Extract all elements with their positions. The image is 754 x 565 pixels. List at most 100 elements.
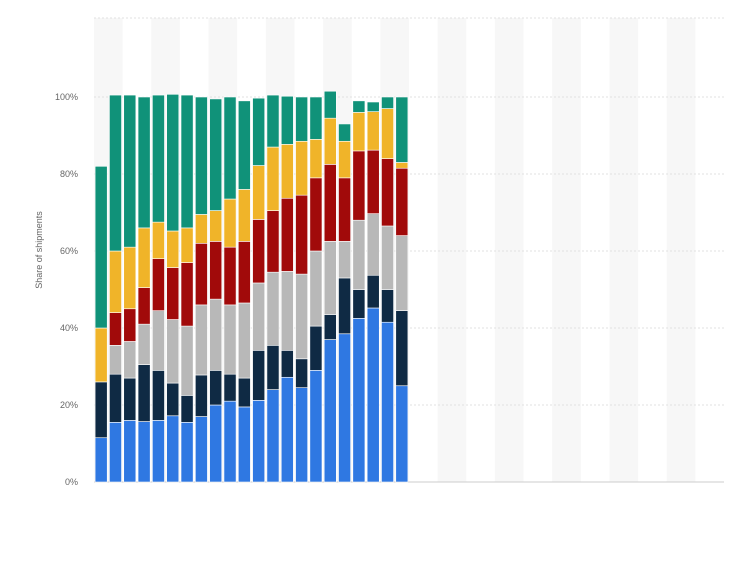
bar-segment xyxy=(395,162,409,169)
bar-segment xyxy=(180,395,194,423)
bar-segment xyxy=(223,198,237,248)
bar-segment xyxy=(195,304,208,376)
y-tick-label: 100% xyxy=(55,92,78,102)
bar-segment xyxy=(266,389,280,483)
y-axis-title: Share of shipments xyxy=(34,211,44,289)
bar-segment xyxy=(123,377,137,421)
bar-segment xyxy=(237,189,251,242)
bar-segment xyxy=(237,241,251,304)
bar-segment xyxy=(395,385,409,483)
bar-segment xyxy=(252,350,266,401)
bar-segment xyxy=(338,333,351,483)
bar-segment xyxy=(338,140,351,179)
bar-segment xyxy=(209,210,223,242)
bar-segment xyxy=(166,319,180,384)
bar-segment xyxy=(209,241,223,300)
bar-segment xyxy=(323,90,337,119)
bar-segment xyxy=(252,97,266,166)
bar-segment xyxy=(152,310,165,371)
column-band xyxy=(494,18,524,482)
bar-segment xyxy=(280,144,294,199)
y-tick-label: 20% xyxy=(60,400,78,410)
bar-segment xyxy=(366,307,380,483)
bar-segment xyxy=(223,246,237,306)
bar-segment xyxy=(252,219,266,284)
bar-segment xyxy=(366,213,380,276)
bar-segment xyxy=(280,271,294,351)
bar-segment xyxy=(137,96,151,229)
bar-segment xyxy=(137,364,151,422)
bar-segment xyxy=(152,370,165,421)
bar-segment xyxy=(323,314,337,340)
column-band xyxy=(552,18,581,482)
bar-segment xyxy=(94,437,108,483)
bar-segment xyxy=(366,274,380,309)
bar-segment xyxy=(366,101,380,112)
y-ticks: 0% 20% 40% 60% 80% 100% xyxy=(55,92,78,487)
bar-segment xyxy=(180,422,194,483)
bar-segment xyxy=(280,376,294,483)
bar-segment xyxy=(137,287,151,325)
bar-segment xyxy=(252,282,266,351)
bar-segment xyxy=(94,381,108,439)
bar-segment xyxy=(323,241,337,315)
bar-segment xyxy=(109,312,122,346)
bar-segment xyxy=(223,373,237,402)
bar-segment xyxy=(223,304,237,375)
bar-segment xyxy=(395,167,409,236)
bar-segment xyxy=(109,373,122,423)
bar-segment xyxy=(309,139,323,179)
bar-segment xyxy=(381,96,394,109)
bar-segment xyxy=(152,258,165,311)
bar-segment xyxy=(381,158,394,227)
bar-segment xyxy=(280,95,294,145)
bar-segment xyxy=(295,387,308,483)
bar-segment xyxy=(309,96,323,140)
bar-segment xyxy=(295,358,308,388)
bar-segment xyxy=(209,404,223,483)
bar-segment xyxy=(94,327,108,383)
bar-segment xyxy=(338,277,351,335)
bar-segment xyxy=(166,382,180,417)
bar-segment xyxy=(280,197,294,272)
bar-segment xyxy=(338,241,351,279)
bar-segment xyxy=(166,267,180,320)
bar-segment xyxy=(223,400,237,483)
bar-segment xyxy=(266,271,280,346)
column-band xyxy=(666,18,696,482)
bar-segment xyxy=(352,219,366,290)
bar-segment xyxy=(166,230,180,268)
column-band xyxy=(437,18,467,482)
bar-segment xyxy=(381,321,394,483)
bar-segment xyxy=(295,96,308,142)
bar-segment xyxy=(109,422,122,483)
bar-segment xyxy=(338,177,351,242)
bar-segment xyxy=(180,94,194,229)
bar-segment xyxy=(352,318,366,483)
bar-segment xyxy=(123,308,137,342)
bar-segment xyxy=(381,108,394,159)
bar-segment xyxy=(381,225,394,290)
bar-segment xyxy=(266,94,280,148)
bar-segment xyxy=(195,374,208,417)
bar-segment xyxy=(237,100,251,190)
bar-segment xyxy=(323,164,337,242)
bar-segment xyxy=(352,100,366,113)
bar-segment xyxy=(137,323,151,365)
bar-segment xyxy=(109,345,122,375)
bar-segment xyxy=(152,420,165,483)
bar-segment xyxy=(395,310,409,387)
bar-segment xyxy=(266,345,280,390)
bar-segment xyxy=(252,400,266,483)
bar-segment xyxy=(195,96,208,215)
bar-segment xyxy=(309,370,323,483)
bar-segment xyxy=(209,298,223,371)
bar-segment xyxy=(123,420,137,483)
bar-segment xyxy=(323,339,337,483)
bar-segment xyxy=(295,194,308,275)
bar-segment xyxy=(209,370,223,406)
bar-segment xyxy=(338,123,351,142)
bar-segment xyxy=(381,289,394,323)
